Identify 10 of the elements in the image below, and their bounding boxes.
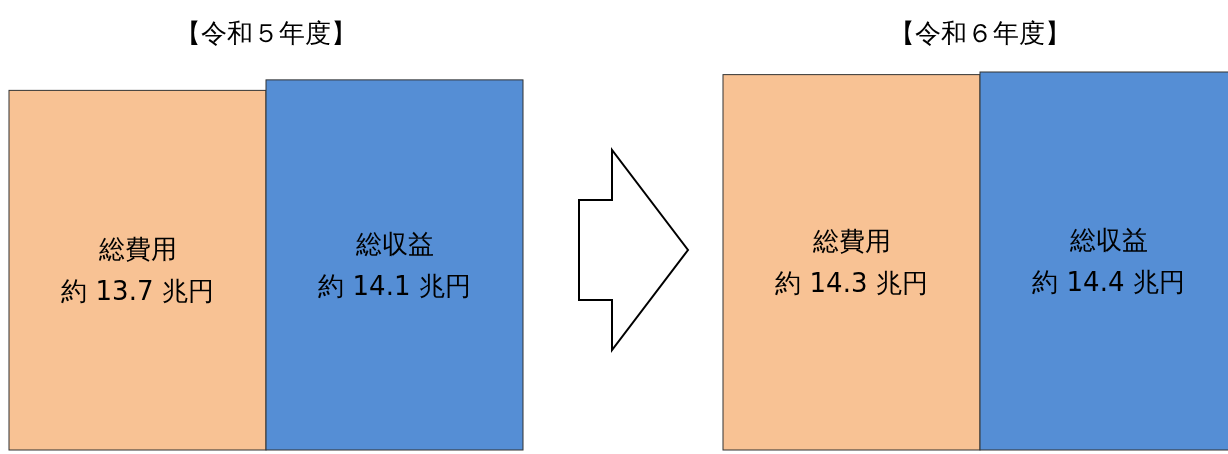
x-tick-label: 総収益: [354, 228, 434, 259]
chart-title: 【令和６年度】: [889, 18, 1071, 48]
data-label: 約 14.4 兆円: [1032, 267, 1185, 297]
data-label: 約 14.3 兆円: [775, 268, 928, 299]
chart-title: 【令和５年度】: [175, 18, 357, 48]
x-tick-label: 総収益: [1068, 225, 1148, 255]
data-label: 約 13.7 兆円: [61, 276, 214, 307]
x-tick-label: 総費用: [811, 226, 891, 257]
data-label: 約 14.1 兆円: [318, 270, 471, 301]
x-tick-label: 総費用: [97, 234, 177, 265]
